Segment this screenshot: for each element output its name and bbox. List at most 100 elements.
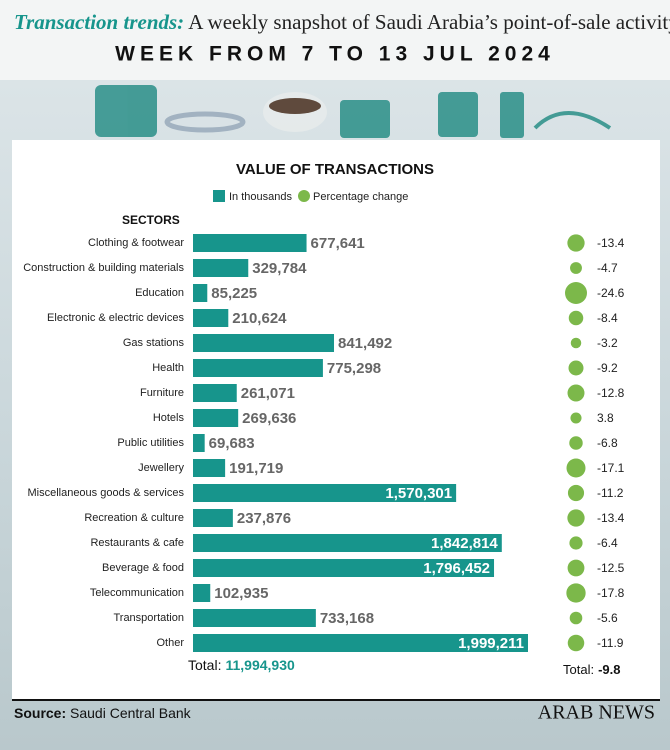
category-label: Clothing & footwear: [88, 237, 184, 249]
bubble: [567, 384, 585, 402]
header-bg: [0, 0, 670, 80]
value-label: 261,071: [241, 385, 295, 402]
category-axis-label: SECTORS: [122, 213, 180, 227]
value-label: 733,168: [320, 610, 374, 627]
bubble: [569, 536, 583, 550]
bar: [193, 259, 249, 277]
percentage-label: -13.4: [597, 236, 625, 250]
value-label: 329,784: [252, 260, 307, 277]
bar: [193, 459, 226, 477]
percentage-label: -12.8: [597, 386, 625, 400]
percentage-label: -8.4: [597, 311, 618, 325]
bubble: [568, 310, 584, 326]
value-label: 775,298: [327, 360, 381, 377]
value-label: 841,492: [338, 335, 392, 352]
value-label: 210,624: [232, 310, 287, 327]
category-label: Electronic & electric devices: [47, 312, 184, 324]
percentage-label: -5.6: [597, 611, 618, 625]
bar: [193, 234, 307, 252]
total-label: Total:: [188, 657, 221, 673]
value-label: 191,719: [229, 460, 283, 477]
value-label: 1,999,211: [458, 635, 524, 652]
legend-label: Percentage change: [313, 191, 408, 203]
total: Total: 11,994,930: [188, 657, 295, 673]
bubble: [569, 436, 583, 450]
category-label: Beverage & food: [102, 562, 184, 574]
bar: [193, 559, 495, 577]
percentage-label: -3.2: [597, 336, 618, 350]
bubble: [565, 282, 587, 304]
bar: [193, 534, 502, 552]
percentage-label: -24.6: [597, 286, 625, 300]
bar: [193, 309, 229, 327]
total-label: Total:: [563, 662, 594, 677]
panel: [12, 140, 660, 700]
source: Source: Saudi Central Bank: [14, 705, 192, 721]
chart-title: VALUE OF TRANSACTIONS: [236, 161, 434, 178]
category-label: Miscellaneous goods & services: [27, 487, 184, 499]
category-label: Telecommunication: [90, 587, 184, 599]
bubble: [570, 337, 582, 349]
category-label: Transportation: [113, 612, 184, 624]
category-label: Public utilities: [117, 437, 184, 449]
category-label: Gas stations: [123, 337, 185, 349]
bubble: [570, 262, 582, 274]
percentage-label: -11.2: [597, 486, 624, 500]
total: Total: -9.8: [563, 662, 620, 677]
bar: [193, 509, 233, 527]
bar: [193, 334, 335, 352]
header-icons: [95, 85, 612, 138]
percentage-label: -6.4: [597, 536, 618, 550]
bar: [193, 609, 316, 627]
value-label: 237,876: [237, 510, 291, 527]
bar: [193, 359, 323, 377]
legend-label: In thousands: [229, 191, 292, 203]
value-label: 1,570,301: [385, 485, 452, 502]
bar: [193, 484, 457, 502]
percentage-label: -11.9: [597, 636, 624, 650]
category-label: Health: [152, 362, 184, 374]
bubble: [570, 412, 582, 424]
category-label: Construction & building materials: [23, 262, 184, 274]
value-label: 1,842,814: [431, 535, 498, 552]
bubble: [569, 611, 583, 625]
category-label: Hotels: [153, 412, 185, 424]
total-value: -9.8: [598, 662, 620, 677]
source-text: Saudi Central Bank: [70, 705, 192, 721]
bar: [193, 584, 211, 602]
category-label: Jewellery: [138, 462, 184, 474]
bubble: [567, 559, 585, 577]
category-label: Restaurants & cafe: [90, 537, 184, 549]
value-label: 269,636: [242, 410, 296, 427]
header-subtitle: WEEK FROM 7 TO 13 JUL 2024: [115, 43, 555, 66]
percentage-label: -4.7: [597, 261, 618, 275]
brand: ARAB NEWS: [538, 702, 655, 724]
value-label: 102,935: [214, 585, 268, 602]
legend-swatch: [213, 190, 225, 202]
bubble: [568, 360, 584, 376]
percentage-label: -6.8: [597, 436, 618, 450]
bubble: [567, 484, 585, 502]
header-title: Transaction trends: A weekly snapshot of…: [14, 10, 670, 34]
percentage-label: -12.5: [597, 561, 625, 575]
percentage-label: 3.8: [597, 411, 614, 425]
value-label: 1,796,452: [423, 560, 490, 577]
category-label: Recreation & culture: [84, 512, 184, 524]
percentage-label: -13.4: [597, 511, 625, 525]
bubble: [566, 458, 586, 478]
bar: [193, 634, 528, 652]
bubble: [566, 583, 586, 603]
percentage-label: -17.1: [597, 461, 625, 475]
category-label: Education: [135, 287, 184, 299]
value-label: 69,683: [209, 435, 255, 452]
legend-swatch: [298, 190, 310, 202]
title-rest: A weekly snapshot of Saudi Arabia’s poin…: [188, 10, 670, 34]
bar: [193, 409, 239, 427]
category-label: Other: [156, 637, 184, 649]
percentage-label: -17.8: [597, 586, 625, 600]
category-label: Furniture: [140, 387, 184, 399]
value-label: 85,225: [211, 285, 257, 302]
title-lead: Transaction trends:: [14, 10, 184, 34]
